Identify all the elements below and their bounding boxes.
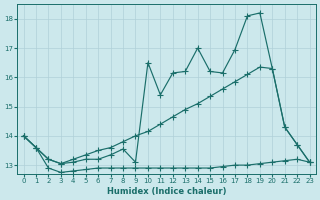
X-axis label: Humidex (Indice chaleur): Humidex (Indice chaleur) bbox=[107, 187, 226, 196]
